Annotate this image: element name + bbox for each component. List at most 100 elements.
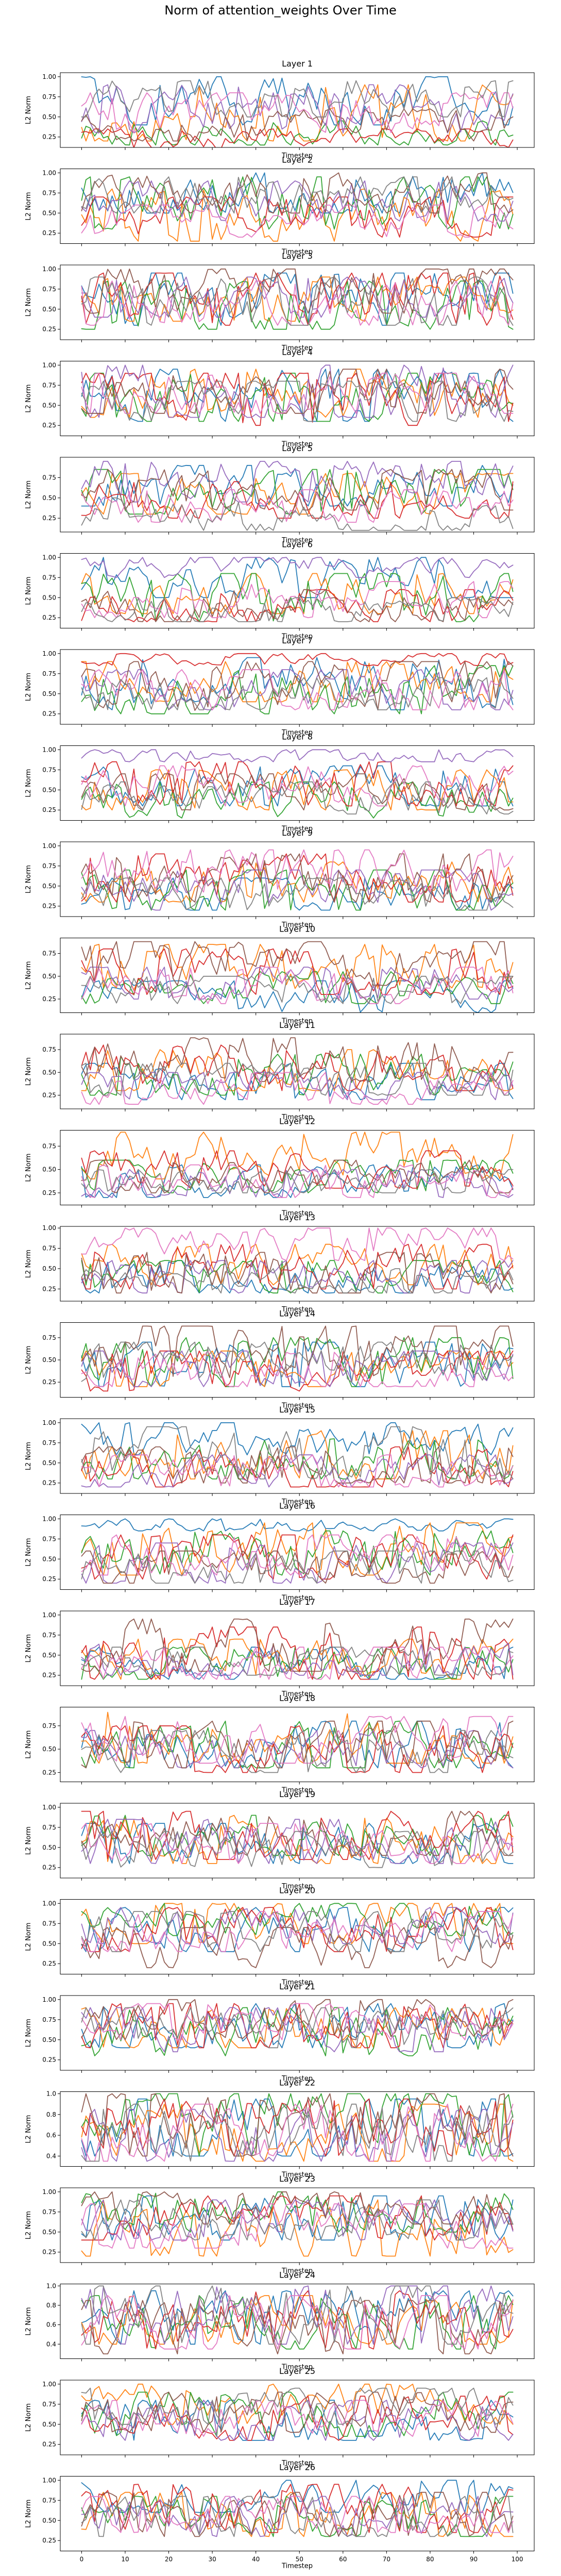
subplot-layer-3: Layer 3 L2 Norm 1.00 0.75 0.50 0.25 Timestep bbox=[25, 251, 535, 352]
series-line-5 bbox=[81, 967, 514, 1000]
subplot-title: Layer 6 bbox=[282, 540, 313, 550]
series-line-8 bbox=[81, 1730, 514, 1773]
series-group bbox=[81, 653, 514, 714]
y-tick-label: 0.75 bbox=[42, 1245, 56, 1252]
plot-frame bbox=[60, 2284, 535, 2359]
y-tick-label: 1.00 bbox=[42, 169, 56, 176]
subplot-layer-8: Layer 8 L2 Norm 1.00 0.75 0.50 0.25 Timestep bbox=[25, 732, 535, 833]
series-line-4 bbox=[81, 1150, 514, 1189]
y-tick-label: 1.00 bbox=[42, 746, 56, 753]
y-axis-label: L2 Norm bbox=[25, 2211, 32, 2239]
y-tick-label: 0.25 bbox=[42, 229, 56, 237]
y-tick-label: 0.25 bbox=[42, 614, 56, 621]
subplot-layer-12: Layer 12 L2 Norm 0.75 0.50 0.25 Timestep bbox=[25, 1117, 535, 1218]
y-tick-label: 0.50 bbox=[42, 2421, 56, 2428]
series-line-5 bbox=[81, 749, 514, 762]
series-line-7 bbox=[81, 967, 514, 1004]
series-line-5 bbox=[81, 1169, 514, 1198]
x-axis-label: Timestep bbox=[281, 152, 313, 160]
series-line-7 bbox=[81, 2203, 514, 2249]
y-tick-label: 0.6 bbox=[46, 2132, 56, 2139]
series-line-8 bbox=[81, 1831, 514, 1868]
y-tick-label: 0.25 bbox=[42, 1091, 56, 1099]
subplot-title: Layer 7 bbox=[282, 636, 313, 645]
series-line-5 bbox=[81, 669, 514, 710]
y-tick-label: 0.50 bbox=[42, 1166, 56, 1173]
subplot-title: Layer 3 bbox=[282, 251, 313, 261]
y-tick-label: 0.25 bbox=[42, 1285, 56, 1292]
y-tick-label: 0.75 bbox=[42, 2016, 56, 2023]
series-line-6 bbox=[81, 2300, 514, 2355]
series-group bbox=[81, 849, 514, 911]
series-line-3 bbox=[81, 1159, 514, 1193]
series-line-5 bbox=[81, 2108, 514, 2162]
y-tick-label: 1.00 bbox=[42, 265, 56, 273]
series-group bbox=[81, 2480, 514, 2537]
series-line-6 bbox=[81, 941, 514, 986]
series-line-7 bbox=[81, 1227, 514, 1261]
series-line-8 bbox=[81, 1647, 514, 1676]
series-group bbox=[81, 268, 514, 330]
series-line-2 bbox=[81, 1522, 514, 1576]
series-group bbox=[81, 1999, 514, 2056]
series-line-5 bbox=[81, 1542, 514, 1584]
series-line-6 bbox=[81, 268, 514, 314]
y-axis-label: L2 Norm bbox=[25, 2019, 32, 2047]
series-group bbox=[81, 1422, 514, 1488]
y-tick-label: 0.25 bbox=[42, 1769, 56, 1776]
subplot-layer-5: Layer 5 L2 Norm 0.75 0.50 0.25 Timestep bbox=[25, 443, 535, 544]
x-axis-label: Timestep bbox=[281, 633, 313, 641]
y-axis-label: L2 Norm bbox=[25, 961, 32, 989]
series-line-2 bbox=[81, 2491, 514, 2537]
series-line-1 bbox=[81, 557, 514, 599]
series-group bbox=[81, 2383, 514, 2441]
x-tick-label: 50 bbox=[296, 2556, 303, 2563]
series-line-7 bbox=[81, 1647, 514, 1680]
series-line-3 bbox=[81, 1530, 514, 1576]
subplot-layer-6: Layer 6 L2 Norm 1.00 0.75 0.50 0.25 Timestep bbox=[25, 540, 535, 641]
y-tick-label: 0.25 bbox=[42, 2537, 56, 2544]
y-tick-label: 0.50 bbox=[42, 594, 56, 601]
y-tick-label: 0.25 bbox=[42, 1378, 56, 1386]
y-tick-label: 0.25 bbox=[42, 1672, 56, 1679]
plot-frame bbox=[60, 1707, 535, 1782]
plot-frame bbox=[60, 2476, 535, 2551]
y-tick-label: 1.00 bbox=[42, 73, 56, 80]
series-group bbox=[81, 1037, 514, 1105]
series-line-5 bbox=[81, 1642, 514, 1676]
series-line-8 bbox=[81, 2103, 514, 2162]
x-axis-label: Timestep bbox=[281, 441, 313, 448]
y-tick-label: 0.25 bbox=[42, 903, 56, 910]
y-tick-label: 0.8 bbox=[46, 2302, 56, 2309]
y-tick-label: 0.75 bbox=[42, 1824, 56, 1831]
x-axis-label: Timestep bbox=[281, 1498, 313, 1506]
series-line-4 bbox=[81, 1626, 514, 1680]
y-tick-label: 0.50 bbox=[42, 690, 56, 697]
subplot-layer-11: Layer 11 L2 Norm 0.75 0.50 0.25 Timestep bbox=[25, 1020, 535, 1121]
subplot-title: Layer 9 bbox=[282, 828, 313, 838]
subplot-title: Layer 16 bbox=[279, 1501, 315, 1511]
figure-title: Norm of attention_weights Over Time bbox=[164, 3, 396, 18]
series-line-2 bbox=[81, 2383, 514, 2425]
y-tick-label: 0.50 bbox=[42, 209, 56, 217]
x-axis-label: Timestep bbox=[281, 2075, 313, 2083]
series-line-2 bbox=[81, 573, 514, 614]
series-group bbox=[81, 2191, 514, 2257]
y-tick-label: 0.50 bbox=[42, 786, 56, 793]
series-line-3 bbox=[81, 2191, 514, 2233]
series-line-1 bbox=[81, 1823, 514, 1864]
y-tick-label: 0.50 bbox=[42, 2517, 56, 2524]
series-line-6 bbox=[81, 108, 514, 142]
series-line-6 bbox=[81, 1446, 514, 1484]
plot-frame bbox=[60, 938, 535, 1013]
series-line-4 bbox=[81, 128, 514, 147]
series-line-6 bbox=[81, 1810, 514, 1856]
series-line-4 bbox=[81, 1446, 514, 1488]
series-line-8 bbox=[81, 1268, 514, 1294]
series-line-5 bbox=[81, 2007, 514, 2053]
y-tick-label: 0.25 bbox=[42, 1960, 56, 1967]
series-line-3 bbox=[81, 176, 514, 230]
plot-frame bbox=[60, 264, 535, 340]
y-tick-label: 1.00 bbox=[42, 842, 56, 850]
series-line-1 bbox=[81, 464, 514, 507]
